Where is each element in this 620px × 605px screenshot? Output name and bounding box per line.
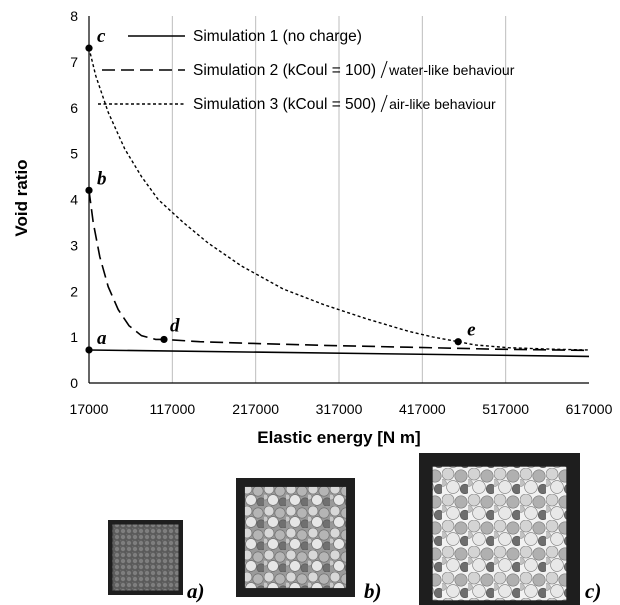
panel-2-particles <box>244 486 347 589</box>
panel-3-particles <box>432 466 567 601</box>
x-tick-label: 617000 <box>566 401 613 417</box>
y-tick-label: 2 <box>70 283 78 299</box>
legend-entry-1: Simulation 1 (no charge) <box>193 28 362 45</box>
x-tick-label: 517000 <box>482 401 529 417</box>
series-3-line <box>88 47 590 351</box>
panel-3-label: c) <box>585 579 601 603</box>
point-d-marker <box>160 335 168 344</box>
legend-note-2: water-like behaviour <box>388 62 515 78</box>
point-b-label: b <box>97 168 107 189</box>
panel-1-label: a) <box>187 579 205 603</box>
legend-entry-2: Simulation 2 (kCoul = 100) <box>193 62 376 79</box>
panel-2-label: b) <box>364 579 382 603</box>
x-tick-label: 317000 <box>316 401 363 417</box>
x-tick-label: 217000 <box>232 401 279 417</box>
point-b-marker <box>85 186 93 194</box>
point-a-label: a <box>97 328 107 349</box>
x-tick-label: 117000 <box>149 401 195 417</box>
y-tick-label: 7 <box>70 54 78 70</box>
series-2-line <box>88 190 590 352</box>
panel-1-particles <box>112 524 179 591</box>
y-tick-label: 0 <box>70 375 78 391</box>
legend-slash-2 <box>380 60 388 79</box>
point-c-marker <box>85 44 93 52</box>
y-tick-label: 1 <box>70 329 78 345</box>
point-d-label: d <box>170 315 180 336</box>
point-e-label: e <box>467 320 476 341</box>
y-tick-label: 3 <box>70 237 78 253</box>
y-tick-label: 6 <box>70 100 78 116</box>
series-1-line <box>88 349 590 358</box>
legend-slash-3 <box>380 94 388 113</box>
point-e-marker <box>454 338 462 346</box>
y-tick-label: 5 <box>70 146 78 162</box>
y-axis-title: Void ratio <box>12 159 31 236</box>
y-tick-label: 8 <box>70 8 78 24</box>
point-c-label: c <box>97 26 106 47</box>
point-a-marker <box>85 346 93 354</box>
legend-note-3: air-like behaviour <box>389 96 496 112</box>
x-axis-title: Elastic energy [N m] <box>257 428 420 447</box>
x-tick-label: 17000 <box>70 401 109 417</box>
y-tick-label: 4 <box>70 192 78 208</box>
legend-entry-3: Simulation 3 (kCoul = 500) <box>193 96 376 113</box>
x-tick-label: 417000 <box>399 401 446 417</box>
